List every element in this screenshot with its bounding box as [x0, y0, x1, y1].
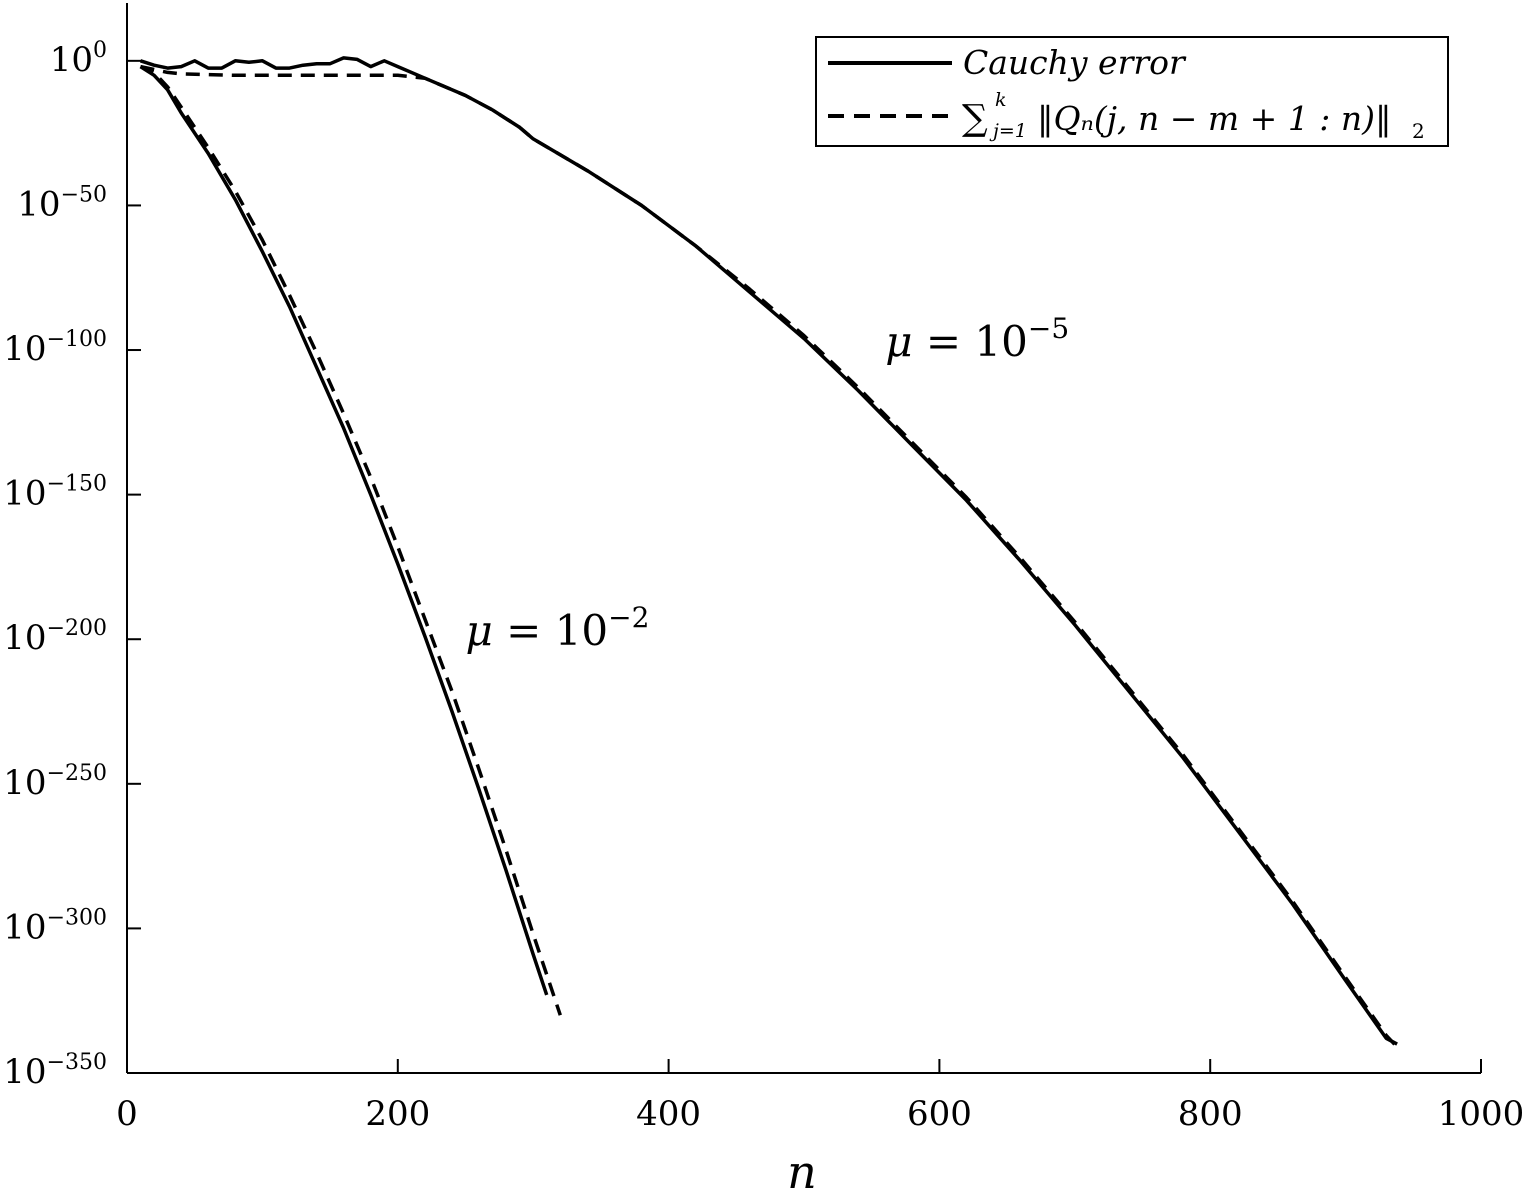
- axes: 0 200 400 600 800 1000 100 10−50 10−100 10−150 10−…: [3, 3, 1524, 1197]
- series-line-mu-1e-5-solid: [139, 56, 1398, 1046]
- series-line-mu-1e-5-dashed: [140, 64, 1402, 1052]
- y-tick-label: 10−350: [3, 1050, 107, 1092]
- x-tick-label: 1000: [1438, 1094, 1525, 1134]
- x-tick-label: 0: [116, 1094, 138, 1134]
- series-line-mu-1e-2-dashed: [139, 64, 562, 1016]
- x-tick-label: 800: [1178, 1094, 1243, 1134]
- legend-dashed-sub: 2: [1412, 119, 1425, 143]
- legend-box: [815, 36, 1449, 147]
- legend-sum-lower: j=1: [989, 120, 1027, 142]
- series-line-mu-1e-2-solid: [139, 65, 549, 996]
- legend-dashed-label: ∑ k j=1 ‖Qₙ(j, n − m + 1 : n)‖ 2: [962, 89, 1425, 143]
- y-tick-label: 10−50: [17, 182, 107, 224]
- y-tick-label: 10−150: [3, 472, 107, 514]
- y-tick-label: 10−250: [3, 761, 107, 803]
- series-group: [139, 56, 1402, 1052]
- y-tick-label: 10−300: [3, 905, 107, 947]
- x-axis-label: n: [787, 1145, 817, 1197]
- annotation-mu-1e-5: μ = 10−5: [885, 312, 1069, 366]
- annotation-mu-1e-2: μ = 10−2: [466, 601, 650, 655]
- legend-sum-symbol: ∑: [962, 98, 988, 139]
- legend-sum-upper: k: [995, 89, 1007, 111]
- x-tick-label: 400: [636, 1094, 701, 1134]
- legend-dashed-body: ‖Qₙ(j, n − m + 1 : n)‖: [1037, 99, 1392, 138]
- legend: Cauchy error ∑ k j=1 ‖Qₙ(j, n − m + 1 : …: [815, 36, 1449, 147]
- x-tick-label: 600: [907, 1094, 972, 1134]
- y-tick-label: 10−200: [3, 616, 107, 658]
- x-tick-label: 200: [365, 1094, 430, 1134]
- legend-solid-label: Cauchy error: [963, 43, 1187, 82]
- y-tick-label: 100: [50, 38, 107, 80]
- annotations: μ = 10−5 μ = 10−2: [466, 312, 1070, 655]
- y-tick-label: 10−100: [3, 327, 107, 369]
